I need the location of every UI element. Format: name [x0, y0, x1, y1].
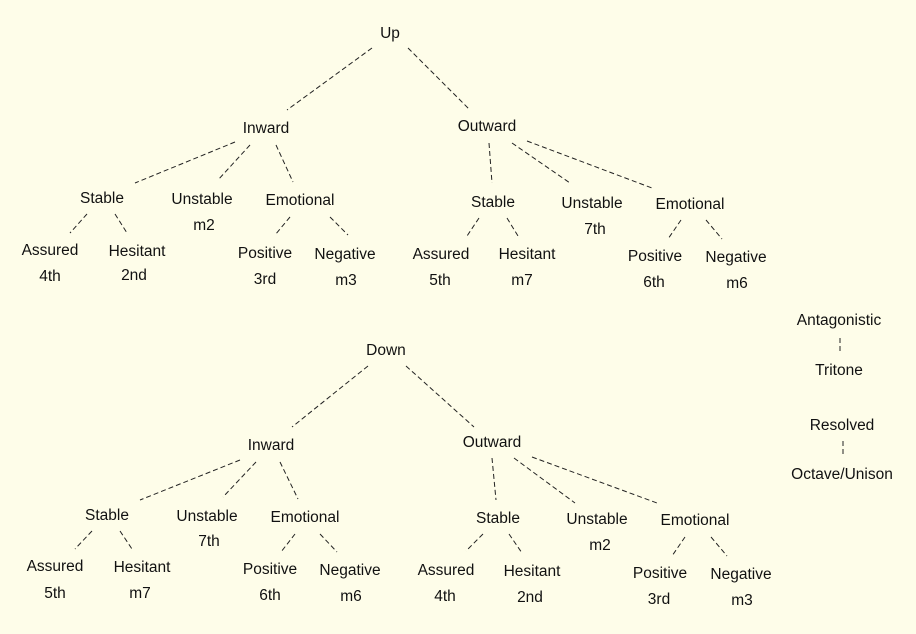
node-up-outward-assured: Assured [412, 246, 470, 263]
connector [114, 213, 128, 234]
node-up-outward-positive: Positive [627, 248, 683, 265]
node-up-outward-negative: Negative [705, 249, 767, 266]
connector [134, 141, 236, 184]
interval-up-inward-assured: 4th [39, 268, 61, 285]
interval-up-outward-positive: 6th [643, 274, 665, 291]
interval-down-inward-negative: m6 [340, 588, 362, 605]
connector [274, 216, 291, 236]
node-down-inward-stable: Stable [85, 507, 129, 524]
connector [531, 456, 658, 504]
connector [705, 219, 723, 240]
node-up-inward-positive: Positive [237, 245, 293, 262]
connector [275, 144, 294, 183]
node-up-inward-assured: Assured [21, 242, 79, 259]
interval-down-outward-negative: m3 [731, 592, 753, 609]
node-down-outward-emotional: Emotional [660, 512, 730, 529]
node-down-outward-assured: Assured [417, 562, 475, 579]
connector [279, 461, 299, 500]
connector [329, 216, 349, 236]
interval-down-outward-assured: 4th [434, 588, 456, 605]
node-antagonistic: Antagonistic [796, 312, 882, 329]
connector [222, 461, 257, 498]
interval-down-outward-unstable: m2 [589, 537, 611, 554]
connector [217, 144, 251, 181]
connector [506, 217, 519, 237]
interval-tritone: Tritone [815, 362, 863, 379]
interval-down-outward-positive: 3rd [647, 591, 671, 608]
connector [69, 213, 88, 234]
node-down-outward-stable: Stable [476, 510, 520, 527]
interval-down-outward-hesitant: 2nd [517, 589, 543, 606]
connector [710, 536, 728, 557]
node-down-inward-emotional: Emotional [270, 509, 340, 526]
interval-up-inward-negative: m3 [335, 272, 357, 289]
node-up-inward-hesitant: Hesitant [108, 243, 166, 260]
interval-up-outward-unstable: 7th [584, 221, 606, 238]
node-down-inward-assured: Assured [26, 558, 84, 575]
connector [491, 457, 497, 501]
node-down-outward-negative: Negative [710, 566, 772, 583]
node-up-inward-unstable: Unstable [171, 191, 233, 208]
connector [319, 533, 338, 553]
connector [511, 142, 571, 184]
node-up-inward-emotional: Emotional [265, 192, 335, 209]
interval-down-inward-assured: 5th [44, 585, 66, 602]
connector [119, 530, 133, 550]
interval-up-inward-unstable: m2 [193, 217, 215, 234]
node-up-inward-negative: Negative [314, 246, 376, 263]
connector [508, 533, 523, 554]
connector [465, 533, 484, 552]
interval-up-outward-negative: m6 [726, 275, 748, 292]
connector [280, 533, 296, 553]
node-up-root: Up [380, 25, 400, 42]
node-down-inward: Inward [247, 437, 295, 454]
node-down-inward-positive: Positive [242, 561, 298, 578]
connector [291, 365, 369, 428]
interval-octave-unison: Octave/Unison [791, 466, 893, 483]
node-down-outward-hesitant: Hesitant [503, 563, 561, 580]
connector [466, 217, 480, 237]
connector [513, 457, 576, 504]
interval-up-outward-assured: 5th [429, 272, 451, 289]
node-up-inward: Inward [242, 120, 290, 137]
node-up-outward-hesitant: Hesitant [498, 246, 556, 263]
interval-down-inward-unstable: 7th [198, 533, 220, 550]
node-up-outward-unstable: Unstable [561, 195, 623, 212]
node-down-outward-positive: Positive [632, 565, 688, 582]
node-up-inward-stable: Stable [80, 190, 124, 207]
node-down-outward: Outward [462, 434, 522, 451]
interval-up-inward-hesitant: 2nd [121, 267, 147, 284]
node-down-inward-unstable: Unstable [176, 508, 238, 525]
connector [488, 142, 493, 184]
connector [407, 47, 471, 111]
connector [286, 47, 373, 111]
interval-up-inward-positive: 3rd [253, 271, 277, 288]
node-down-outward-unstable: Unstable [566, 511, 628, 528]
connector [74, 530, 93, 550]
node-up-outward: Outward [457, 118, 517, 135]
node-up-outward-stable: Stable [471, 194, 515, 211]
connector [405, 365, 475, 428]
interval-down-inward-hesitant: m7 [129, 585, 151, 602]
connector [139, 459, 241, 501]
interval-up-outward-hesitant: m7 [511, 272, 533, 289]
connector [526, 140, 653, 189]
node-down-root: Down [366, 342, 406, 359]
node-down-inward-negative: Negative [319, 562, 381, 579]
interval-down-inward-positive: 6th [259, 587, 281, 604]
node-up-outward-emotional: Emotional [655, 196, 725, 213]
node-resolved: Resolved [809, 417, 875, 434]
connector [671, 536, 686, 557]
connector [667, 219, 682, 240]
node-down-inward-hesitant: Hesitant [113, 559, 171, 576]
